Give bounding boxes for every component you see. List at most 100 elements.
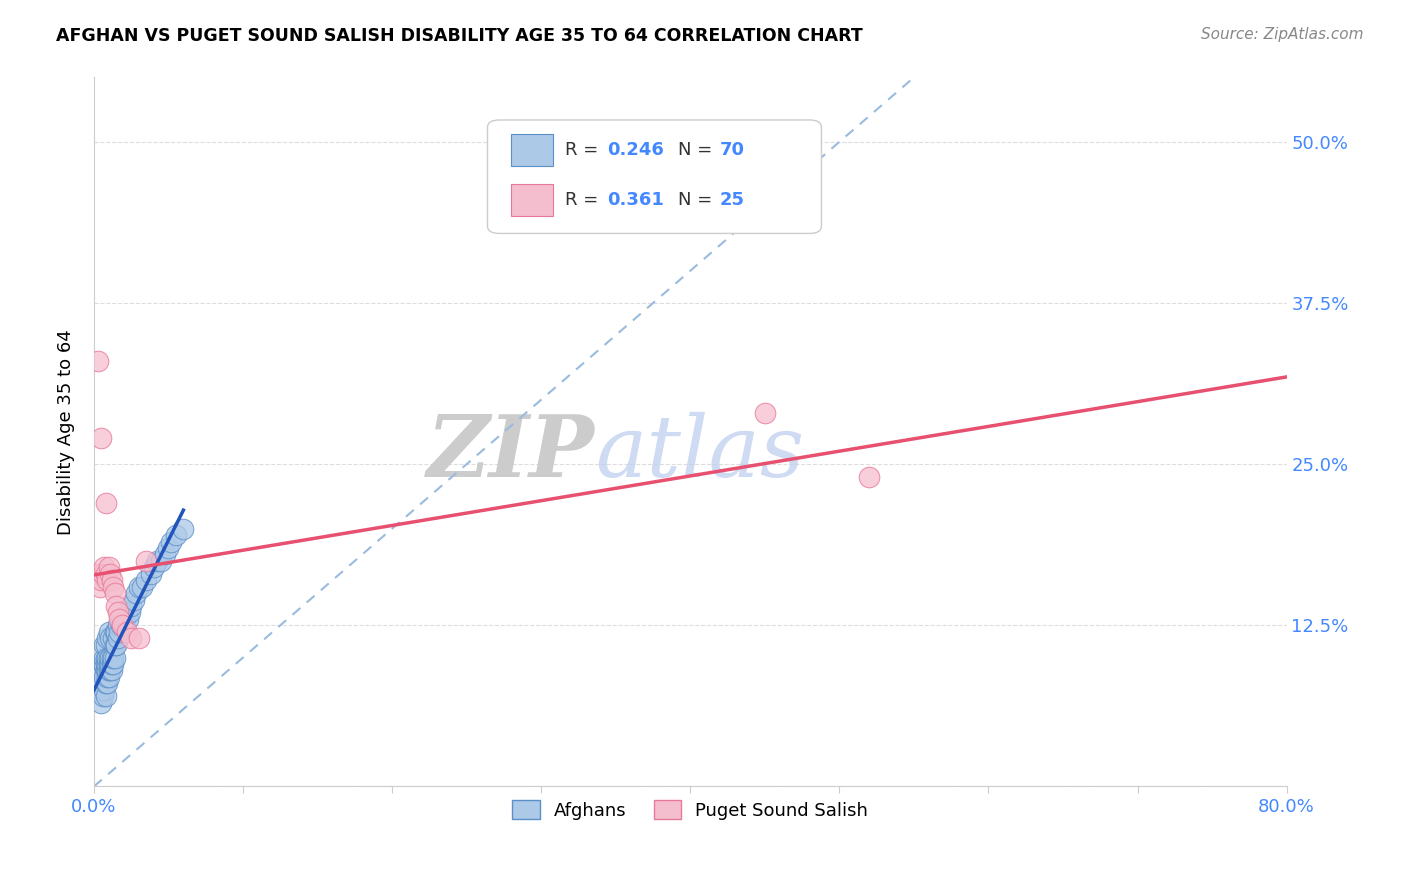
Point: [97, 560, 120, 574]
Point: [118, 606, 141, 620]
Point: [93, 670, 115, 684]
Point: [108, 624, 131, 639]
Point: [91, 664, 114, 678]
Text: AFGHAN VS PUGET SOUND SALISH DISABILITY AGE 35 TO 64 CORRELATION CHART: AFGHAN VS PUGET SOUND SALISH DISABILITY …: [56, 27, 863, 45]
Point: [110, 618, 132, 632]
Point: [97, 624, 120, 639]
FancyBboxPatch shape: [512, 184, 553, 216]
Point: [93, 650, 115, 665]
Point: [93, 682, 115, 697]
Point: [131, 580, 153, 594]
Point: [91, 690, 114, 704]
Point: [98, 566, 121, 581]
Point: [94, 650, 117, 665]
Point: [107, 618, 129, 632]
Point: [93, 560, 115, 574]
Point: [90, 573, 112, 587]
Text: R =: R =: [565, 142, 605, 160]
Point: [112, 618, 135, 632]
Point: [97, 650, 120, 665]
Point: [96, 676, 118, 690]
Text: ZIP: ZIP: [427, 411, 595, 495]
Point: [93, 638, 115, 652]
Point: [105, 624, 128, 639]
Point: [107, 632, 129, 646]
Point: [117, 612, 139, 626]
Point: [94, 657, 117, 671]
Point: [97, 664, 120, 678]
Point: [90, 696, 112, 710]
Point: [145, 554, 167, 568]
Text: R =: R =: [565, 191, 605, 209]
Point: [98, 650, 121, 665]
Point: [87, 566, 110, 581]
Point: [101, 664, 124, 678]
Point: [101, 573, 124, 587]
Point: [142, 560, 165, 574]
Point: [103, 657, 125, 671]
Point: [94, 676, 117, 690]
Point: [103, 650, 125, 665]
Text: 0.246: 0.246: [607, 142, 664, 160]
Point: [108, 612, 131, 626]
Point: [96, 573, 118, 587]
Point: [115, 606, 138, 620]
Point: [91, 566, 114, 581]
Text: atlas: atlas: [595, 412, 804, 494]
Point: [90, 682, 112, 697]
Point: [103, 580, 125, 594]
Y-axis label: Disability Age 35 to 64: Disability Age 35 to 64: [58, 329, 75, 535]
Point: [111, 612, 134, 626]
Point: [105, 599, 128, 613]
Point: [94, 566, 117, 581]
Point: [94, 496, 117, 510]
Point: [858, 470, 880, 484]
Point: [120, 632, 142, 646]
Text: 70: 70: [720, 142, 745, 160]
Point: [94, 638, 117, 652]
Point: [128, 580, 150, 594]
Point: [90, 664, 112, 678]
Point: [172, 522, 194, 536]
Point: [150, 554, 173, 568]
Point: [104, 624, 127, 639]
Point: [754, 406, 776, 420]
Point: [128, 632, 150, 646]
Point: [104, 638, 127, 652]
Point: [157, 541, 180, 555]
Point: [160, 534, 183, 549]
FancyBboxPatch shape: [488, 120, 821, 234]
Point: [98, 664, 121, 678]
Point: [103, 632, 125, 646]
Point: [104, 586, 127, 600]
Point: [101, 657, 124, 671]
Point: [105, 638, 128, 652]
Point: [90, 431, 112, 445]
Point: [97, 670, 120, 684]
Point: [114, 612, 136, 626]
Point: [107, 606, 129, 620]
Legend: Afghans, Puget Sound Salish: Afghans, Puget Sound Salish: [498, 786, 883, 834]
Point: [96, 664, 118, 678]
Point: [93, 657, 115, 671]
Point: [89, 580, 111, 594]
Point: [94, 690, 117, 704]
Point: [96, 657, 118, 671]
Point: [96, 670, 118, 684]
Point: [96, 650, 118, 665]
Point: [139, 566, 162, 581]
Point: [135, 554, 157, 568]
Point: [91, 676, 114, 690]
Point: [97, 657, 120, 671]
Point: [111, 618, 134, 632]
Text: Source: ZipAtlas.com: Source: ZipAtlas.com: [1201, 27, 1364, 42]
Point: [87, 354, 110, 368]
Point: [115, 624, 138, 639]
Text: 25: 25: [720, 191, 745, 209]
Point: [124, 586, 146, 600]
Text: N =: N =: [678, 142, 718, 160]
Point: [104, 650, 127, 665]
Point: [98, 632, 121, 646]
Point: [89, 676, 111, 690]
Point: [120, 599, 142, 613]
